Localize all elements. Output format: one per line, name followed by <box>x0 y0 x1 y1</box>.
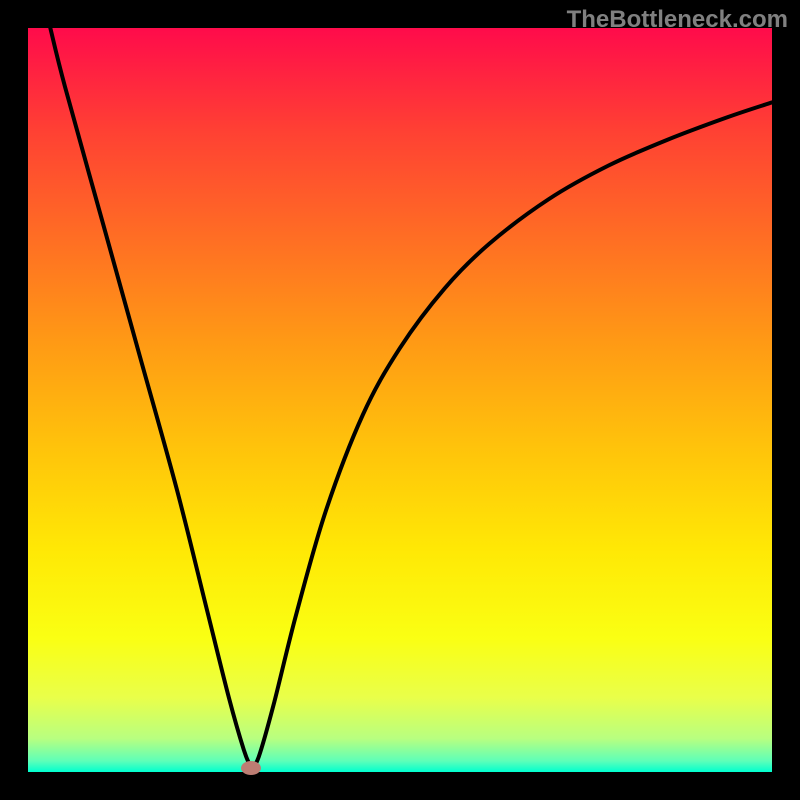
watermark-text: TheBottleneck.com <box>567 6 788 34</box>
plot-area <box>28 28 772 772</box>
optimum-marker <box>241 761 261 775</box>
chart-container: TheBottleneck.com <box>0 0 800 800</box>
bottleneck-curve <box>28 28 772 772</box>
